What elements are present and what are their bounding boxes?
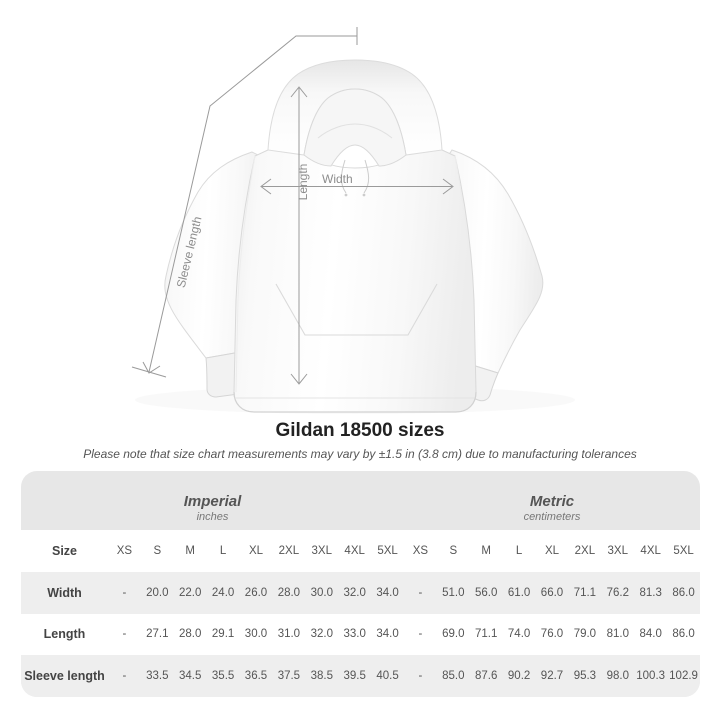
svg-text:Width: Width	[322, 172, 353, 186]
svg-text:Length: Length	[296, 164, 310, 201]
